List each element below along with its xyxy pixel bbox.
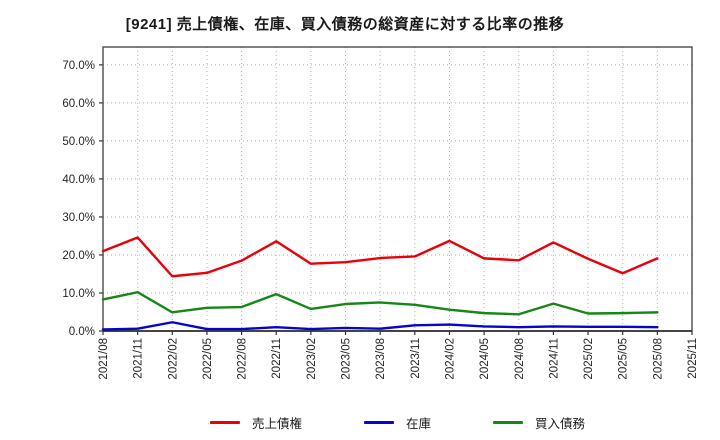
svg-text:2025/05: 2025/05 xyxy=(618,338,630,380)
plot-frame xyxy=(102,46,693,332)
svg-text:0.0%: 0.0% xyxy=(69,326,95,338)
svg-text:40.0%: 40.0% xyxy=(62,174,95,186)
svg-text:2021/11: 2021/11 xyxy=(133,338,145,379)
svg-text:2024/08: 2024/08 xyxy=(514,338,526,380)
chart-legend: 売上債権 在庫 買入債務 xyxy=(103,408,692,436)
svg-text:2022/05: 2022/05 xyxy=(202,338,214,380)
legend-item-inventory: 在庫 xyxy=(363,413,431,432)
svg-text:2023/05: 2023/05 xyxy=(341,338,353,380)
legend-label: 売上債権 xyxy=(251,416,302,431)
series-line-1 xyxy=(101,321,659,331)
svg-text:2022/11: 2022/11 xyxy=(271,338,283,379)
svg-text:50.0%: 50.0% xyxy=(62,136,95,148)
svg-text:2022/08: 2022/08 xyxy=(237,338,249,380)
legend-label: 買入債務 xyxy=(535,416,586,431)
series-line-2 xyxy=(101,291,659,316)
chart-title: [9241] 売上債権、在庫、買入債務の総資産に対する比率の推移 xyxy=(125,16,565,33)
svg-text:70.0%: 70.0% xyxy=(62,60,95,72)
svg-text:2025/02: 2025/02 xyxy=(583,338,595,380)
svg-text:30.0%: 30.0% xyxy=(62,212,95,224)
svg-text:2024/11: 2024/11 xyxy=(548,338,560,379)
svg-text:2025/11: 2025/11 xyxy=(687,338,699,379)
legend-item-payables: 買入債務 xyxy=(493,413,585,432)
svg-text:2024/05: 2024/05 xyxy=(479,338,491,380)
legend-label: 在庫 xyxy=(405,416,431,431)
legend-line-swatch-red xyxy=(209,420,240,424)
svg-text:2023/08: 2023/08 xyxy=(375,338,387,380)
svg-text:2022/02: 2022/02 xyxy=(167,338,179,380)
svg-text:20.0%: 20.0% xyxy=(62,250,95,262)
legend-item-sales-receivables: 売上債権 xyxy=(209,413,302,432)
svg-text:2023/11: 2023/11 xyxy=(410,338,422,379)
y-axis: 0.0% 10.0% 20.0% 30.0% 40.0% 50.0% 60.0% 70.0% xyxy=(62,60,103,338)
series-line-0 xyxy=(101,236,659,278)
svg-text:60.0%: 60.0% xyxy=(62,98,95,110)
svg-text:2024/02: 2024/02 xyxy=(444,338,456,380)
legend-line-swatch-green xyxy=(493,420,523,424)
gridlines xyxy=(103,47,692,331)
line-chart: 0.0% 10.0% 20.0% 30.0% 40.0% 50.0% 60.0% 70.0% 2… xyxy=(62,46,699,380)
svg-text:10.0%: 10.0% xyxy=(62,288,95,300)
svg-text:2023/02: 2023/02 xyxy=(306,338,318,380)
x-axis: 2021/08 2021/11 2022/02 2022/05 2022/08 2022/… xyxy=(98,331,699,380)
legend-line-swatch-blue xyxy=(363,420,394,424)
svg-text:2025/08: 2025/08 xyxy=(652,338,664,380)
svg-text:2021/08: 2021/08 xyxy=(98,338,110,380)
